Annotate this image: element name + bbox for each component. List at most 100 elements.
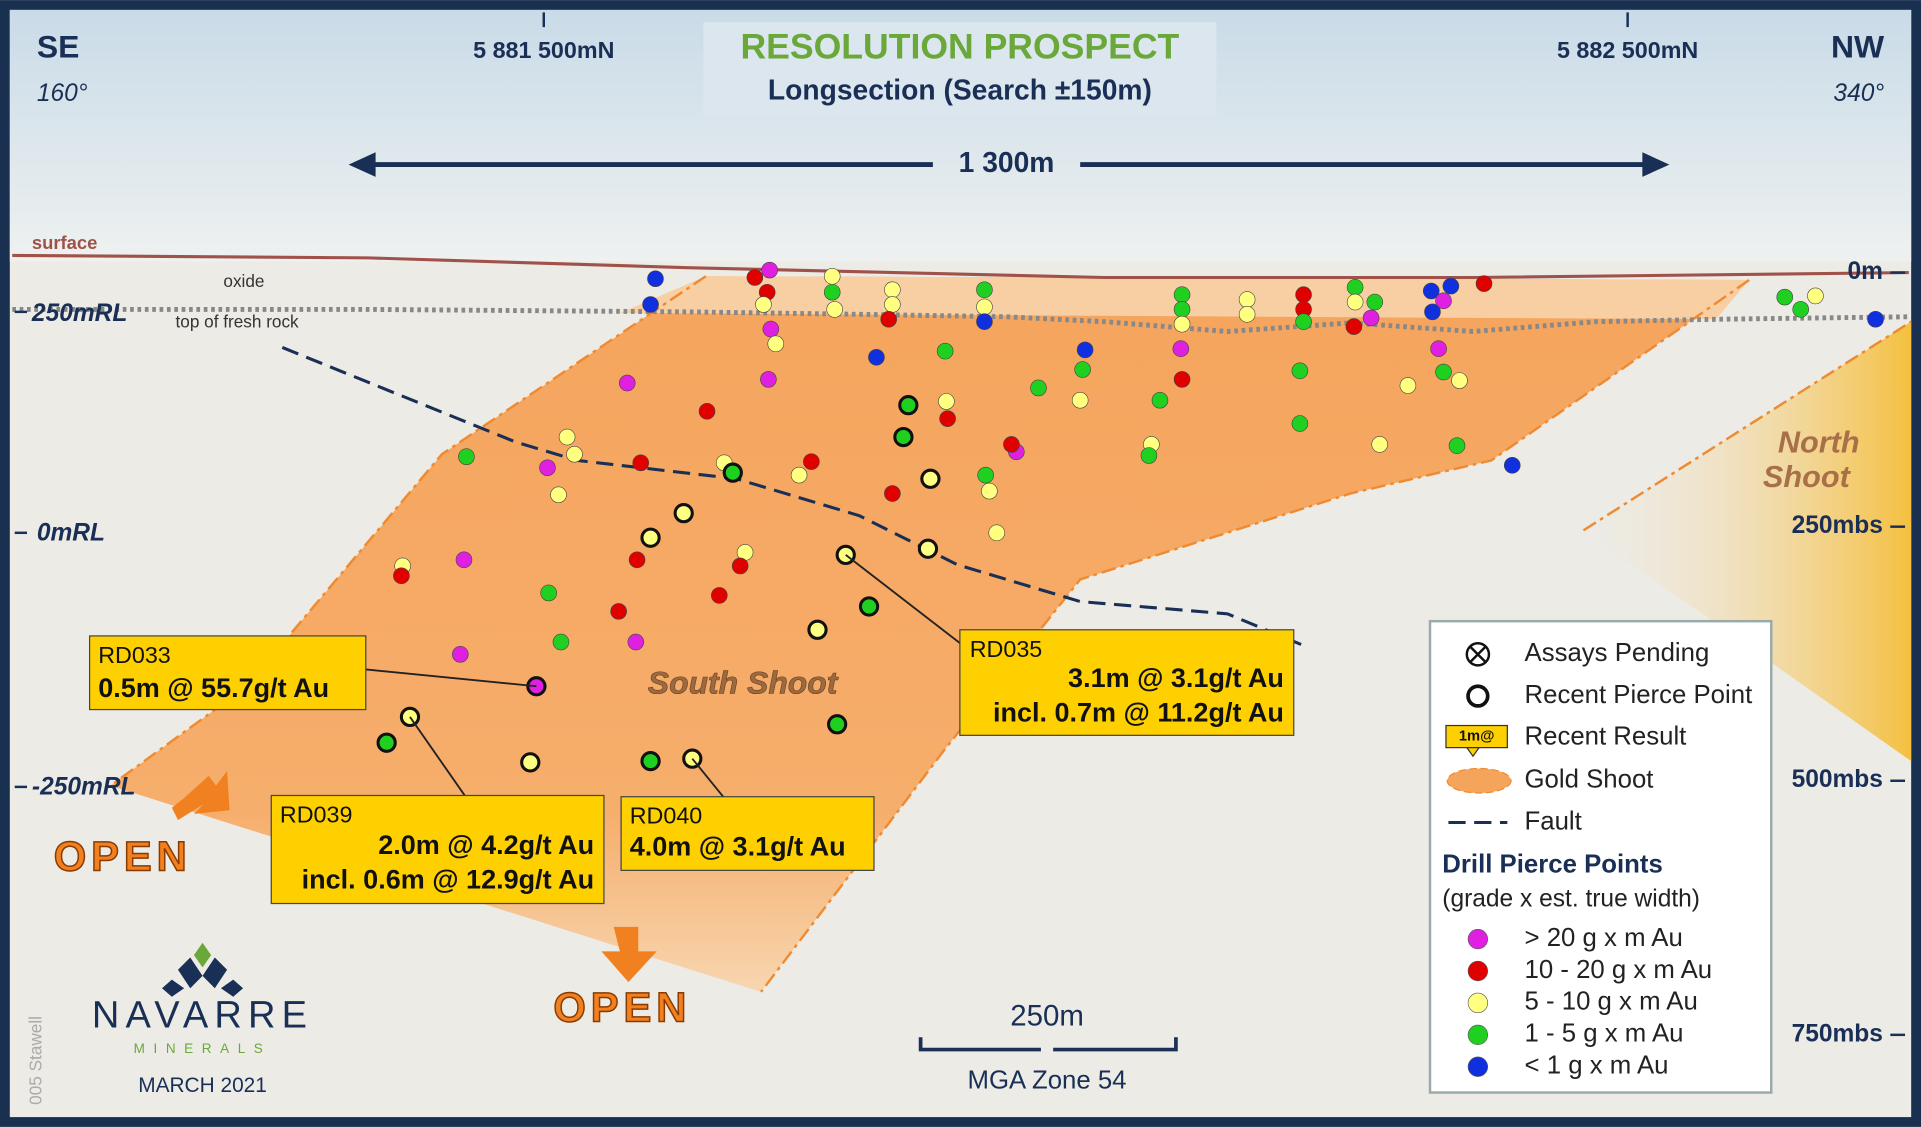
recent-pierce-point xyxy=(640,750,661,772)
pierce-point xyxy=(455,551,473,569)
pierce-point xyxy=(1238,306,1256,323)
north-shoot xyxy=(1583,321,1912,762)
pierce-point xyxy=(540,584,557,602)
hole-id: RD035 xyxy=(970,636,1043,662)
bearing: 340° xyxy=(1833,80,1884,107)
shoot-edge xyxy=(109,275,707,787)
recent-pierce-point xyxy=(520,752,541,773)
pierce-point xyxy=(393,567,410,585)
pierce-point xyxy=(458,448,475,465)
pierce-point xyxy=(755,296,772,313)
depth-label: 500mbs xyxy=(1792,766,1883,793)
south-shoot-label: South Shoot xyxy=(648,664,839,700)
pierce-point xyxy=(627,633,645,651)
callout xyxy=(959,629,1295,736)
pierce-point xyxy=(803,453,820,470)
fault xyxy=(281,346,1302,646)
surface-label: surface xyxy=(32,232,97,253)
pierce-point xyxy=(1291,415,1309,432)
legend-symbol xyxy=(1465,747,1481,758)
pierce-point xyxy=(1371,436,1388,453)
pierce-point xyxy=(1071,391,1089,409)
legend-item: Assays Pending xyxy=(1525,639,1710,667)
recent-pierce-point xyxy=(376,732,397,753)
pierce-point xyxy=(558,428,576,446)
logo-date: MARCH 2021 xyxy=(138,1074,267,1097)
result: 2.0m @ 4.2g/t Au xyxy=(378,830,594,860)
pierce-point xyxy=(452,646,469,663)
open-label: OPEN xyxy=(553,983,691,1030)
recent-pierce-point xyxy=(722,462,743,483)
pierce-point xyxy=(1173,301,1191,318)
logo-name: NAVARRE xyxy=(92,995,313,1037)
fresh-rock-label: top of fresh rock xyxy=(176,311,300,331)
pierce-point xyxy=(1173,371,1191,388)
pierce-point xyxy=(550,486,567,504)
legend-symbol xyxy=(1466,684,1490,708)
callout xyxy=(620,796,875,871)
recent-pierce-point xyxy=(917,538,939,559)
depth-label: 750mbs xyxy=(1792,1020,1883,1047)
leader xyxy=(691,758,725,799)
pierce-point xyxy=(1366,293,1384,311)
pierce-point xyxy=(1140,447,1158,464)
title: RESOLUTION PROSPECT xyxy=(740,27,1179,67)
pierce-point xyxy=(746,269,764,286)
legend-swatch xyxy=(1467,992,1489,1014)
callout xyxy=(88,635,367,711)
recent-pierce-point xyxy=(827,714,848,735)
pierce-point xyxy=(1430,340,1447,357)
scale-label: 250m xyxy=(1010,999,1084,1032)
result: incl. 0.6m @ 12.9g/t Au xyxy=(302,865,594,895)
bearing: 160° xyxy=(37,80,88,107)
pierce-point xyxy=(826,301,843,318)
pierce-point xyxy=(1503,457,1521,474)
pierce-point xyxy=(1435,292,1452,310)
legend-item: Fault xyxy=(1525,807,1582,835)
pierce-point xyxy=(1003,436,1020,453)
pierce-point xyxy=(938,393,955,410)
recent-pierce-point xyxy=(920,468,941,489)
legend-swatch xyxy=(1467,1056,1489,1077)
pierce-point xyxy=(884,281,901,299)
recent-pierce-point xyxy=(807,619,828,640)
pierce-point xyxy=(790,466,808,484)
pierce-point xyxy=(880,310,897,328)
legend-grade: > 20 g x m Au xyxy=(1525,924,1683,952)
pierce-points xyxy=(376,261,1884,773)
pierce-point xyxy=(1151,391,1169,409)
pierce-point xyxy=(1475,275,1493,292)
north-shoot-label: North xyxy=(1778,425,1860,460)
span: 1 300m xyxy=(959,146,1055,178)
pierce-point xyxy=(1173,286,1191,303)
rl-label: -250mRL xyxy=(32,774,136,801)
arrow-head xyxy=(1642,152,1670,177)
pierce-point xyxy=(823,283,841,301)
logo-mark xyxy=(162,942,244,997)
recent-pierce-point xyxy=(640,527,661,548)
legend-heading: Drill Pierce Points xyxy=(1442,850,1663,878)
recent-pierce-point xyxy=(898,395,919,416)
legend-item: Gold Shoot xyxy=(1525,766,1654,794)
pierce-point xyxy=(1435,363,1452,381)
depth-label: 250mbs xyxy=(1792,512,1883,539)
direction: NW xyxy=(1831,29,1885,65)
pierce-point xyxy=(868,348,885,366)
shoot-edge xyxy=(760,278,1750,993)
open-arrow xyxy=(601,926,657,983)
pierce-point xyxy=(1295,286,1312,303)
northing: 5 881 500mN xyxy=(473,37,614,63)
recent-pierce-point xyxy=(673,503,694,524)
callout xyxy=(270,794,605,905)
title-box xyxy=(703,22,1217,116)
pierce-point xyxy=(1399,377,1417,394)
pierce-point xyxy=(1424,303,1441,321)
pierce-point xyxy=(1291,362,1309,380)
result: 3.1m @ 3.1g/t Au xyxy=(1068,663,1284,693)
result: 0.5m @ 55.7g/t Au xyxy=(98,673,329,703)
hole-id: RD033 xyxy=(98,642,171,668)
recent-pierce-point xyxy=(893,426,914,448)
legend-swatch xyxy=(1467,928,1489,950)
legend-item: Recent Result xyxy=(1525,723,1687,751)
pierce-point xyxy=(1442,277,1460,295)
